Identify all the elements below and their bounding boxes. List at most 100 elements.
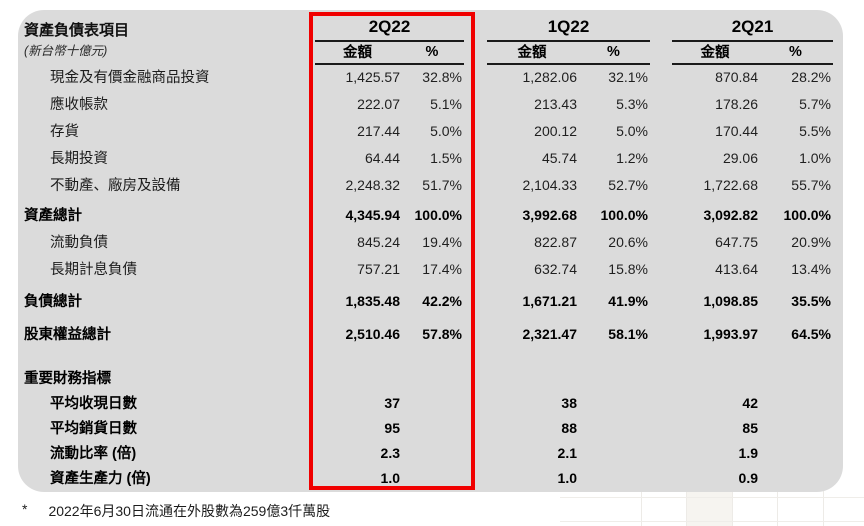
table-row: 長期投資 64.44 1.5% 45.74 1.2% 29.06 1.0% <box>18 144 843 171</box>
column-gap <box>464 415 487 440</box>
percent-cell: 35.5% <box>791 292 831 309</box>
background-grid-line <box>560 521 864 522</box>
table-row: 現金及有價金融商品投資 1,425.57 32.8% 1,282.06 32.1% 870… <box>18 63 843 90</box>
percent-cell: 42.2% <box>422 292 462 309</box>
indicator-value-cell: 95 <box>384 419 400 436</box>
table-row: 重要財務指標 <box>18 364 843 390</box>
column-gap <box>464 144 487 171</box>
column-gap <box>464 287 487 314</box>
percent-cell: 51.7% <box>422 176 462 193</box>
amount-cell: 647.75 <box>715 233 758 250</box>
subheader-percent-2q22: % <box>400 40 464 65</box>
amount-cell: 845.24 <box>357 233 400 250</box>
percent-cell: 57.8% <box>422 325 462 342</box>
column-gap <box>577 465 650 490</box>
indicator-value-cell: 1.9 <box>738 444 758 461</box>
column-gap <box>400 415 464 440</box>
amount-cell: 45.74 <box>541 149 577 166</box>
subheader-amount-2q21: 金額 <box>672 40 758 65</box>
subheader-row: 金額 % 金額 % 金額 % <box>18 40 843 65</box>
percent-cell: 5.1% <box>430 95 462 112</box>
table-row: 流動負債 845.24 19.4% 822.87 20.6% 647.75 20.9% <box>18 228 843 255</box>
column-gap <box>464 117 487 144</box>
amount-cell: 3,092.82 <box>703 206 759 223</box>
percent-cell: 1.5% <box>430 149 462 166</box>
percent-cell: 19.4% <box>422 233 462 250</box>
table-row: 應收帳款 222.07 5.1% 213.43 5.3% 178.26 5.7% <box>18 90 843 117</box>
background-grid-line <box>641 470 642 526</box>
table-row: 負債總計 1,835.48 42.2% 1,671.21 41.9% 1,098.85 35… <box>18 287 843 314</box>
table-row: 資產生產力 (倍) 1.0 1.0 0.9 <box>18 465 843 490</box>
group-header-row: 2Q22 1Q22 2Q21 <box>18 15 843 42</box>
column-gap <box>577 390 650 415</box>
column-gap <box>650 171 672 198</box>
row-label: 不動產、廠房及設備 <box>50 178 181 194</box>
amount-cell: 870.84 <box>715 68 758 85</box>
percent-cell: 41.9% <box>608 292 648 309</box>
column-gap <box>650 415 672 440</box>
amount-cell: 2,321.47 <box>522 325 578 342</box>
footnote: * 2022年6月30日流通在外股數為259億3仟萬股 <box>22 501 330 521</box>
table-row: 股東權益總計 2,510.46 57.8% 2,321.47 58.1% 1,993.97… <box>18 320 843 347</box>
indicator-value-cell: 1.0 <box>557 469 577 486</box>
percent-cell: 64.5% <box>791 325 831 342</box>
amount-cell: 822.87 <box>534 233 577 250</box>
column-gap <box>400 390 464 415</box>
column-gap <box>650 440 672 465</box>
amount-cell: 2,104.33 <box>522 176 578 193</box>
row-label: 長期計息負債 <box>50 262 137 278</box>
percent-cell: 13.4% <box>791 260 831 277</box>
column-gap <box>650 255 672 282</box>
column-gap <box>650 228 672 255</box>
row-label: 存貨 <box>50 124 79 140</box>
percent-cell: 52.7% <box>608 176 648 193</box>
row-label: 資產生產力 (倍) <box>50 471 151 487</box>
column-gap <box>650 287 672 314</box>
column-gap <box>464 201 487 228</box>
table-row: 平均收現日數 37 38 42 <box>18 390 843 415</box>
row-label: 負債總計 <box>24 294 82 310</box>
percent-cell: 100.0% <box>414 206 462 223</box>
percent-cell: 32.1% <box>608 68 648 85</box>
indicator-value-cell: 1.0 <box>380 469 400 486</box>
background-grid-line <box>777 470 778 526</box>
amount-cell: 1,671.21 <box>522 292 578 309</box>
row-label: 平均銷貨日數 <box>50 421 137 437</box>
column-gap <box>464 440 487 465</box>
column-gap <box>464 90 487 117</box>
row-label: 長期投資 <box>50 151 108 167</box>
row-label: 平均收現日數 <box>50 396 137 412</box>
amount-cell: 1,993.97 <box>703 325 759 342</box>
indicator-value-cell: 2.3 <box>380 444 400 461</box>
column-gap <box>758 390 833 415</box>
subheader-percent-2q21: % <box>758 40 833 65</box>
amount-cell: 1,722.68 <box>703 176 759 193</box>
column-gap <box>577 440 650 465</box>
row-label: 資產總計 <box>24 208 82 224</box>
column-gap <box>650 144 672 171</box>
percent-cell: 15.8% <box>608 260 648 277</box>
row-label: 流動負債 <box>50 235 108 251</box>
column-gap <box>464 465 487 490</box>
column-gap <box>464 228 487 255</box>
amount-cell: 3,992.68 <box>522 206 578 223</box>
table-row: 長期計息負債 757.21 17.4% 632.74 15.8% 413.64 13.4% <box>18 255 843 282</box>
indicator-value-cell: 42 <box>742 394 758 411</box>
amount-cell: 2,248.32 <box>345 176 401 193</box>
indicator-value-cell: 38 <box>561 394 577 411</box>
indicator-value-cell: 85 <box>742 419 758 436</box>
column-gap <box>650 320 672 347</box>
table-header: 2Q22 1Q22 2Q21 金額 % 金額 % 金額 % <box>18 15 843 65</box>
percent-cell: 5.5% <box>799 122 831 139</box>
amount-cell: 1,425.57 <box>345 68 401 85</box>
table-row: 資產總計 4,345.94 100.0% 3,992.68 100.0% 3,092.82… <box>18 201 843 228</box>
column-gap <box>758 465 833 490</box>
percent-cell: 1.2% <box>616 149 648 166</box>
column-gap <box>464 63 487 90</box>
indicator-value-cell: 2.1 <box>557 444 577 461</box>
amount-cell: 217.44 <box>357 122 400 139</box>
amount-cell: 213.43 <box>534 95 577 112</box>
amount-cell: 222.07 <box>357 95 400 112</box>
column-gap <box>400 440 464 465</box>
amount-cell: 1,835.48 <box>345 292 401 309</box>
